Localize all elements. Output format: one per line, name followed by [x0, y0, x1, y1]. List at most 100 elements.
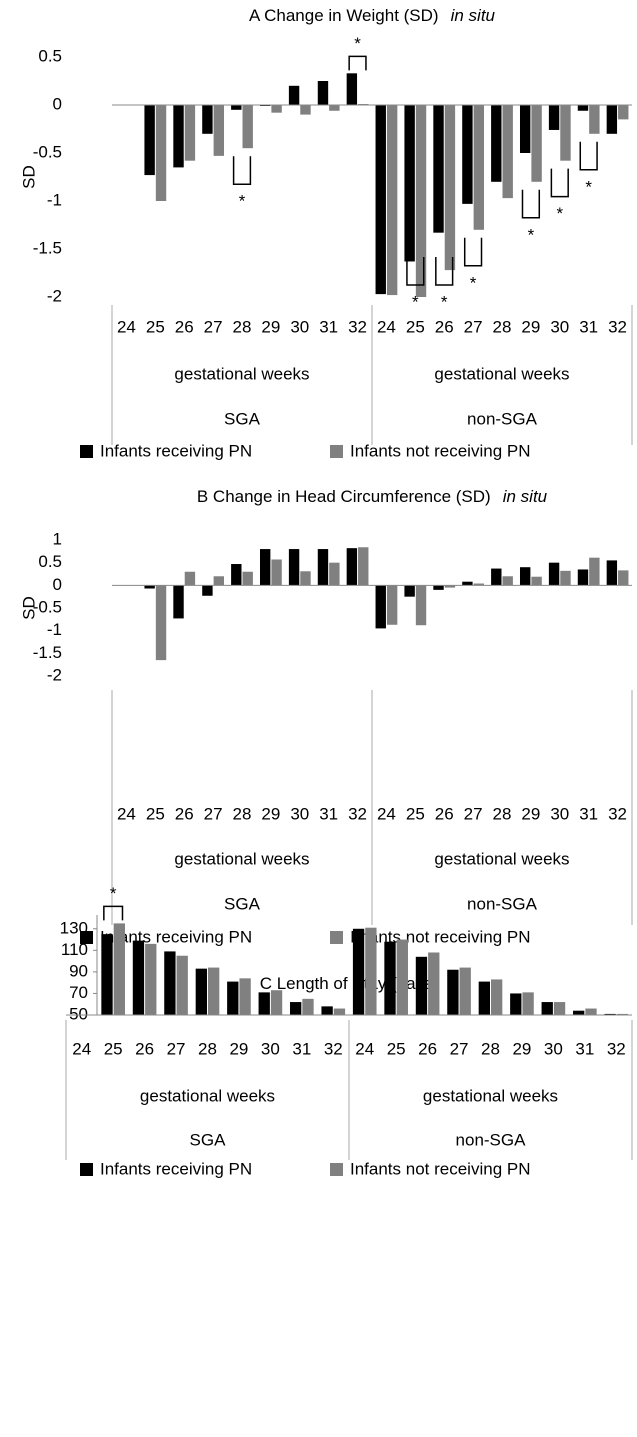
bar [577, 105, 589, 111]
bar [396, 939, 408, 1015]
bar [447, 969, 459, 1015]
bar [365, 927, 377, 1015]
group-label: SGA [224, 409, 261, 428]
x-tick-label: 31 [292, 1039, 311, 1058]
significance-label: * [110, 884, 117, 903]
x-tick-label: 24 [355, 1039, 374, 1058]
bar [444, 585, 456, 588]
x-tick-label: 32 [348, 317, 367, 336]
x-tick-label: 30 [544, 1039, 563, 1058]
x-tick-label: 30 [290, 804, 309, 823]
legend-swatch [330, 445, 343, 458]
chart-title: A Change in Weight (SD) in situ [249, 6, 496, 25]
bar [329, 105, 340, 111]
bar [428, 952, 440, 1015]
title-italic: in situ [503, 487, 548, 506]
bar [288, 549, 300, 586]
bar [531, 105, 542, 182]
bar [184, 571, 196, 586]
bar [271, 105, 282, 113]
x-tick-label: 30 [550, 804, 569, 823]
y-tick-label: -1.5 [33, 238, 62, 257]
bar [510, 993, 522, 1015]
bar [459, 967, 471, 1015]
legend-label: Infants not receiving PN [350, 927, 530, 946]
bar [491, 979, 503, 1015]
x-tick-label: 29 [512, 1039, 531, 1058]
bar [577, 569, 589, 586]
bar [113, 923, 125, 1015]
legend-swatch [330, 1163, 343, 1176]
bar [415, 585, 427, 626]
bar [519, 567, 531, 586]
y-axis-label: SD [19, 596, 38, 620]
x-tick-label: 32 [608, 804, 627, 823]
x-tick-label: 24 [117, 317, 136, 336]
bar [491, 105, 502, 182]
bar [433, 585, 444, 590]
y-axis-label: SD [19, 165, 38, 189]
x-tick-label: 28 [233, 804, 252, 823]
bar [560, 570, 571, 586]
x-tick-label: 27 [464, 317, 483, 336]
x-tick-label: 27 [167, 1039, 186, 1058]
bar [271, 559, 282, 586]
x-axis-label: gestational weeks [174, 849, 309, 868]
x-tick-label: 32 [608, 317, 627, 336]
x-tick-label: 28 [493, 317, 512, 336]
bar [585, 1008, 597, 1015]
y-tick-label: 90 [69, 961, 88, 980]
bar [491, 568, 502, 586]
x-tick-label: 28 [493, 804, 512, 823]
bar [444, 105, 456, 271]
x-tick-label: 25 [146, 317, 165, 336]
significance-label: * [585, 177, 592, 196]
bar [522, 992, 534, 1015]
bar [519, 105, 531, 153]
y-tick-label: 0.5 [38, 46, 62, 65]
x-tick-label: 29 [521, 317, 540, 336]
x-tick-label: 25 [406, 317, 425, 336]
significance-label: * [528, 225, 535, 244]
x-tick-label: 28 [481, 1039, 500, 1058]
group-label: SGA [224, 894, 261, 913]
bar [502, 576, 513, 586]
legend-label: Infants not receiving PN [350, 1159, 530, 1178]
x-tick-label: 24 [377, 804, 396, 823]
group-label: non-SGA [467, 894, 538, 913]
significance-label: * [412, 292, 419, 311]
y-tick-label: 0 [53, 94, 62, 113]
significance-bracket [348, 55, 367, 71]
y-tick-label: 50 [69, 1004, 88, 1023]
bar [346, 73, 358, 105]
x-tick-label: 25 [104, 1039, 123, 1058]
bar [404, 585, 415, 597]
y-tick-label: 110 [61, 940, 88, 959]
bar [164, 951, 176, 1015]
bar [173, 105, 184, 168]
legend-swatch [330, 931, 343, 944]
y-tick-label: -1.5 [33, 643, 62, 662]
x-tick-label: 29 [229, 1039, 248, 1058]
y-tick-label: 0.5 [38, 552, 62, 571]
bar [358, 547, 369, 586]
significance-bracket [406, 257, 425, 286]
bar [317, 81, 329, 105]
bar [184, 105, 196, 161]
significance-label: * [239, 192, 246, 211]
bar [384, 941, 396, 1015]
bar [208, 967, 220, 1015]
x-tick-label: 30 [550, 317, 569, 336]
bar [606, 560, 618, 586]
significance-bracket [103, 905, 124, 921]
x-tick-label: 29 [521, 804, 540, 823]
bar [616, 1013, 629, 1015]
group-label: non-SGA [467, 409, 538, 428]
bar [473, 105, 485, 230]
y-tick-label: -1 [47, 620, 62, 639]
bar [415, 105, 427, 297]
bar [290, 1002, 302, 1015]
y-tick-label: 70 [69, 983, 88, 1002]
x-tick-label: 31 [579, 317, 598, 336]
x-tick-label: 27 [464, 804, 483, 823]
